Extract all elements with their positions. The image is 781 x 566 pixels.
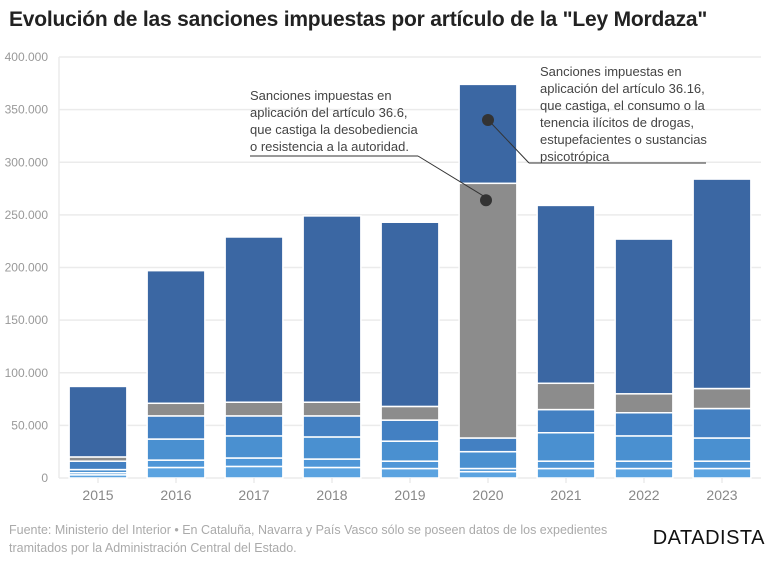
y-tick-label: 250.000 xyxy=(5,208,49,222)
brand-logo: DATADISTA xyxy=(652,527,765,549)
bar-segment xyxy=(224,401,284,417)
bar-segment xyxy=(536,467,596,479)
bar-segment xyxy=(536,460,596,470)
x-tick-label: 2022 xyxy=(628,487,659,503)
bar-segment xyxy=(380,440,440,462)
bar-segment xyxy=(380,405,440,421)
bar-segment xyxy=(146,459,206,469)
bar-segment xyxy=(380,460,440,470)
bar-segment xyxy=(146,438,206,461)
x-tick-label: 2016 xyxy=(160,487,191,503)
y-tick-label: 300.000 xyxy=(5,155,49,169)
x-tick-label: 2018 xyxy=(316,487,347,503)
bars xyxy=(68,83,752,479)
x-tick-label: 2020 xyxy=(472,487,503,503)
y-tick-label: 200.000 xyxy=(5,261,49,275)
source-note: Fuente: Ministerio del Interior • En Cat… xyxy=(9,523,608,555)
bar-stack xyxy=(302,215,362,479)
annotation-callouts xyxy=(250,114,706,207)
bar-segment xyxy=(536,204,596,385)
bar-stack xyxy=(692,178,752,479)
bar-segment xyxy=(692,437,752,462)
bar-segment xyxy=(224,415,284,437)
y-axis: 0 50.000 100.000 150.000 200.000 250.000 300.0… xyxy=(5,50,49,485)
bar-segment xyxy=(302,458,362,469)
bar-segment xyxy=(536,408,596,434)
y-tick-label: 350.000 xyxy=(5,103,49,117)
bar-segment xyxy=(224,435,284,459)
bar-segment xyxy=(224,236,284,403)
x-tick-label: 2021 xyxy=(550,487,581,503)
bar-segment xyxy=(146,269,206,405)
bar-stack xyxy=(68,385,128,479)
bar-stack xyxy=(146,269,206,479)
bar-segment xyxy=(302,436,362,460)
bar-segment xyxy=(536,431,596,462)
bar-segment xyxy=(146,415,206,440)
bar-segment xyxy=(692,467,752,479)
bar-segment xyxy=(380,467,440,479)
bar-segment xyxy=(614,467,674,479)
bar-segment xyxy=(614,460,674,470)
bar-segment xyxy=(458,470,518,479)
bar-segment xyxy=(536,382,596,411)
annotation-article-36-16: Sanciones impuestas en aplicación del ar… xyxy=(540,64,707,164)
chart-title: Evolución de las sanciones impuestas por… xyxy=(9,8,708,31)
bar-segment xyxy=(146,466,206,479)
x-axis: 2015 2016 2017 2018 2019 2020 2021 2022 2023 xyxy=(82,478,738,503)
callout-marker-36-16 xyxy=(482,114,494,126)
x-tick-label: 2017 xyxy=(238,487,269,503)
bar-segment xyxy=(458,437,518,453)
y-tick-label: 100.000 xyxy=(5,366,49,380)
y-tick-label: 150.000 xyxy=(5,313,49,327)
x-tick-label: 2019 xyxy=(394,487,425,503)
bar-segment xyxy=(302,466,362,479)
bar-segment xyxy=(380,221,440,408)
y-tick-label: 400.000 xyxy=(5,50,49,64)
bar-segment xyxy=(224,457,284,468)
bar-segment xyxy=(68,385,128,458)
bar-stack xyxy=(536,204,596,479)
bar-segment xyxy=(302,215,362,403)
bar-segment xyxy=(380,419,440,442)
callout-marker-36-6 xyxy=(480,194,492,207)
bar-segment xyxy=(302,415,362,438)
callout-leader-36-16 xyxy=(491,123,530,164)
bar-segment xyxy=(614,411,674,437)
bar-segment xyxy=(146,402,206,417)
bar-stack xyxy=(614,238,674,479)
bar-segment xyxy=(302,401,362,417)
bar-segment xyxy=(458,182,518,439)
bar-segment xyxy=(68,460,128,471)
y-tick-label: 50.000 xyxy=(11,418,48,432)
annotation-article-36-6: Sanciones impuestas en aplicación del ar… xyxy=(250,88,418,154)
bar-segment xyxy=(458,450,518,470)
callout-leader-36-6 xyxy=(417,155,485,197)
bar-stack xyxy=(224,236,284,479)
bar-segment xyxy=(614,238,674,395)
x-tick-label: 2015 xyxy=(82,487,113,503)
bar-segment xyxy=(458,83,518,185)
bar-segment xyxy=(692,407,752,439)
bar-segment xyxy=(614,435,674,462)
x-tick-label: 2023 xyxy=(706,487,737,503)
bar-segment xyxy=(692,387,752,410)
bar-stack xyxy=(380,221,440,479)
bar-stack xyxy=(458,83,518,479)
bar-segment xyxy=(224,465,284,479)
bar-segment xyxy=(692,178,752,390)
bar-segment xyxy=(692,460,752,470)
y-tick-label: 0 xyxy=(41,471,48,485)
bar-segment xyxy=(614,393,674,414)
